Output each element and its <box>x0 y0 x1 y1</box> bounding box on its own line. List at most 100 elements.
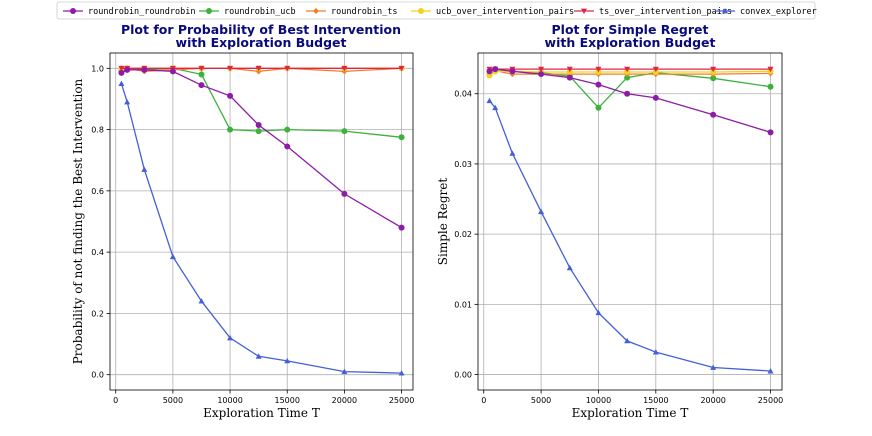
data-point-convex_explorer <box>284 357 291 364</box>
data-point-ts_over_intervention_pairs <box>566 66 573 73</box>
series-line-ucb_over_intervention_pairs <box>489 70 771 77</box>
data-point-convex_explorer <box>255 353 262 359</box>
data-point-convex_explorer <box>652 349 659 355</box>
data-point-roundrobin_ucb <box>710 75 717 82</box>
data-point-roundrobin_roundrobin <box>566 74 573 81</box>
data-point-ts_over_intervention_pairs <box>227 65 234 72</box>
data-point-ts_over_intervention_pairs <box>595 66 602 73</box>
chart-title-line: Plot for Simple Regret <box>552 22 709 37</box>
data-point-ts_over_intervention_pairs <box>118 65 125 72</box>
data-point-ts_over_intervention_pairs <box>198 65 205 72</box>
legend-marker-roundrobin_roundrobin <box>70 8 76 14</box>
y-tick-label: 1.0 <box>91 64 104 73</box>
probability-chart: Plot for Probability of Best Interventio… <box>71 22 414 420</box>
series-convex_explorer <box>486 97 774 374</box>
data-point-roundrobin_roundrobin <box>118 69 125 76</box>
data-point-roundrobin_ucb <box>398 134 405 141</box>
data-point-roundrobin_roundrobin <box>486 68 493 75</box>
x-tick-label: 20000 <box>700 396 725 405</box>
x-tick-label: 15000 <box>274 396 299 405</box>
y-tick-label: 0.2 <box>91 309 104 318</box>
data-point-ts_over_intervention_pairs <box>398 65 405 72</box>
y-tick-label: 0.4 <box>91 248 104 257</box>
data-point-roundrobin_roundrobin <box>767 129 774 136</box>
series-line-roundrobin_ucb <box>121 67 402 138</box>
data-point-roundrobin_roundrobin <box>255 121 262 128</box>
legend-label-roundrobin_roundrobin: roundrobin_roundrobin <box>88 7 195 17</box>
data-point-ucb_over_intervention_pairs <box>486 72 493 79</box>
x-tick-label: 10000 <box>217 396 242 405</box>
data-point-roundrobin_ucb <box>255 128 262 135</box>
data-point-convex_explorer <box>124 99 131 105</box>
series-line-convex_explorer <box>120 83 402 374</box>
legend: roundrobin_roundrobin roundrobin_ucb round… <box>56 1 817 20</box>
chart-title-line: with Exploration Budget <box>545 35 716 50</box>
data-point-convex_explorer <box>595 309 602 316</box>
series-roundrobin_ucb <box>118 65 405 141</box>
y-tick-label: 0.02 <box>454 230 472 239</box>
data-point-roundrobin_roundrobin <box>141 66 148 73</box>
grid <box>478 53 782 390</box>
data-point-roundrobin_roundrobin <box>624 90 631 97</box>
x-tick-label: 15000 <box>643 396 668 405</box>
plot-frame <box>477 52 783 391</box>
data-point-roundrobin_roundrobin <box>492 66 499 73</box>
y-tick-label: 0.04 <box>454 90 472 99</box>
chart-title-line: with Exploration Budget <box>176 35 347 50</box>
data-point-roundrobin_ucb <box>284 126 291 133</box>
data-point-roundrobin_ucb <box>624 74 631 81</box>
series-line-roundrobin_roundrobin <box>121 69 402 229</box>
y-tick-label: 0.01 <box>454 300 472 309</box>
y-tick-label: 0.03 <box>454 160 472 169</box>
x-tick-label: 25000 <box>758 396 783 405</box>
legend-marker-convex_explorer <box>722 8 728 14</box>
data-point-roundrobin_ucb <box>595 104 602 111</box>
y-axis-label: Probability of not finding the Best Inte… <box>71 78 85 364</box>
data-point-convex_explorer <box>227 334 234 341</box>
chart-title-line: Plot for Probability of Best Interventio… <box>121 22 401 37</box>
data-point-roundrobin_ucb <box>227 126 234 133</box>
legend-marker-roundrobin_ts <box>313 8 319 14</box>
x-tick-label: 20000 <box>332 396 357 405</box>
data-point-ts_over_intervention_pairs <box>652 66 659 73</box>
data-point-convex_explorer <box>538 208 545 215</box>
data-point-ts_over_intervention_pairs <box>624 66 631 73</box>
data-point-roundrobin_roundrobin <box>227 92 234 99</box>
data-point-roundrobin_roundrobin <box>284 143 291 150</box>
legend-label-convex_explorer: convex_explorer <box>740 7 817 17</box>
data-point-ts_over_intervention_pairs <box>710 66 717 73</box>
data-point-convex_explorer <box>486 97 493 104</box>
data-point-convex_explorer <box>198 298 205 304</box>
data-point-ts_over_intervention_pairs <box>284 65 291 72</box>
data-point-ts_over_intervention_pairs <box>255 65 262 72</box>
data-point-roundrobin_roundrobin <box>341 190 348 197</box>
series-line-roundrobin_roundrobin <box>489 68 771 133</box>
legend-label-roundrobin_ucb: roundrobin_ucb <box>224 7 296 17</box>
data-point-roundrobin_roundrobin <box>595 81 602 88</box>
data-point-convex_explorer <box>341 368 348 375</box>
data-point-roundrobin_ucb <box>767 83 774 90</box>
data-point-roundrobin_ucb <box>198 71 205 78</box>
data-point-roundrobin_roundrobin <box>538 71 545 78</box>
series-line-convex_explorer <box>488 100 771 372</box>
series-convex_explorer <box>118 80 405 376</box>
x-tick-label: 0 <box>113 396 118 405</box>
x-tick-label: 5000 <box>531 396 551 405</box>
data-point-roundrobin_roundrobin <box>710 111 717 118</box>
x-tick-label: 5000 <box>163 396 183 405</box>
data-point-roundrobin_roundrobin <box>169 68 176 75</box>
data-point-convex_explorer <box>398 370 405 376</box>
series-line-roundrobin_ts <box>489 69 771 75</box>
data-point-roundrobin_roundrobin <box>398 224 405 231</box>
legend-label-ucb_over_intervention_pairs: ucb_over_intervention_pairs <box>436 7 574 17</box>
y-tick-label: 0.6 <box>91 187 104 196</box>
series-roundrobin_roundrobin <box>118 66 405 231</box>
y-axis-label: Simple Regret <box>436 178 450 266</box>
series-roundrobin_ts <box>118 65 405 75</box>
data-point-convex_explorer <box>492 104 499 111</box>
x-axis-label: Exploration Time T <box>572 406 689 420</box>
data-point-convex_explorer <box>624 337 631 344</box>
data-point-roundrobin_roundrobin <box>124 66 131 73</box>
series-ucb_over_intervention_pairs <box>486 68 774 79</box>
